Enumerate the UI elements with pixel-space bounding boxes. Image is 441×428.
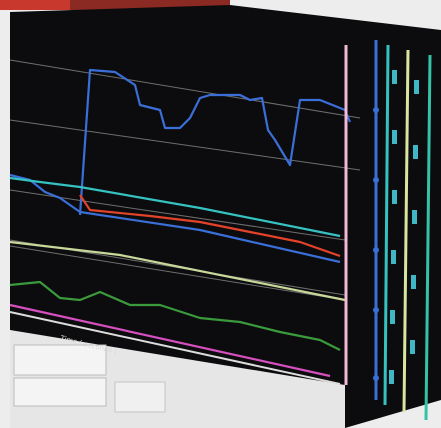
panel-button	[114, 381, 166, 413]
tick-label-blur	[410, 340, 415, 354]
panel-box	[13, 377, 107, 407]
magenta-line	[9, 303, 331, 378]
tick-label-blur	[391, 250, 396, 264]
tick-label-blur	[392, 190, 397, 204]
axis-bar	[402, 49, 410, 413]
axis-bar	[383, 44, 390, 406]
red-object	[0, 0, 70, 10]
axis-dot	[373, 307, 379, 313]
panel-box	[13, 344, 107, 376]
monitor-screen	[10, 5, 441, 428]
grid-line	[9, 59, 361, 119]
tick-label-blur	[411, 275, 416, 289]
axis-dots	[373, 107, 379, 381]
x-axis	[9, 311, 341, 385]
tick-label-blur	[389, 370, 394, 384]
tick-label-blur	[392, 70, 397, 84]
axis-dot	[373, 375, 379, 381]
cyan-line	[9, 176, 341, 238]
axis-dot	[373, 177, 379, 183]
grid-line	[9, 189, 346, 241]
axis-dot	[373, 247, 379, 253]
axis-dot	[373, 107, 379, 113]
grid-line	[9, 119, 361, 171]
tick-label-blur	[412, 210, 417, 224]
blue-line	[78, 68, 352, 216]
tick-label-blur	[414, 80, 419, 94]
red-object-edge	[70, 0, 230, 10]
axis-tick-marks	[389, 70, 419, 384]
axis-bar	[424, 54, 432, 421]
tick-label-blur	[390, 310, 395, 324]
tick-label-blur	[413, 145, 418, 159]
red-line	[79, 194, 341, 258]
tick-label-blur	[392, 130, 397, 144]
green-line	[9, 280, 341, 351]
lime-line	[9, 240, 346, 302]
grid-line	[9, 245, 346, 301]
